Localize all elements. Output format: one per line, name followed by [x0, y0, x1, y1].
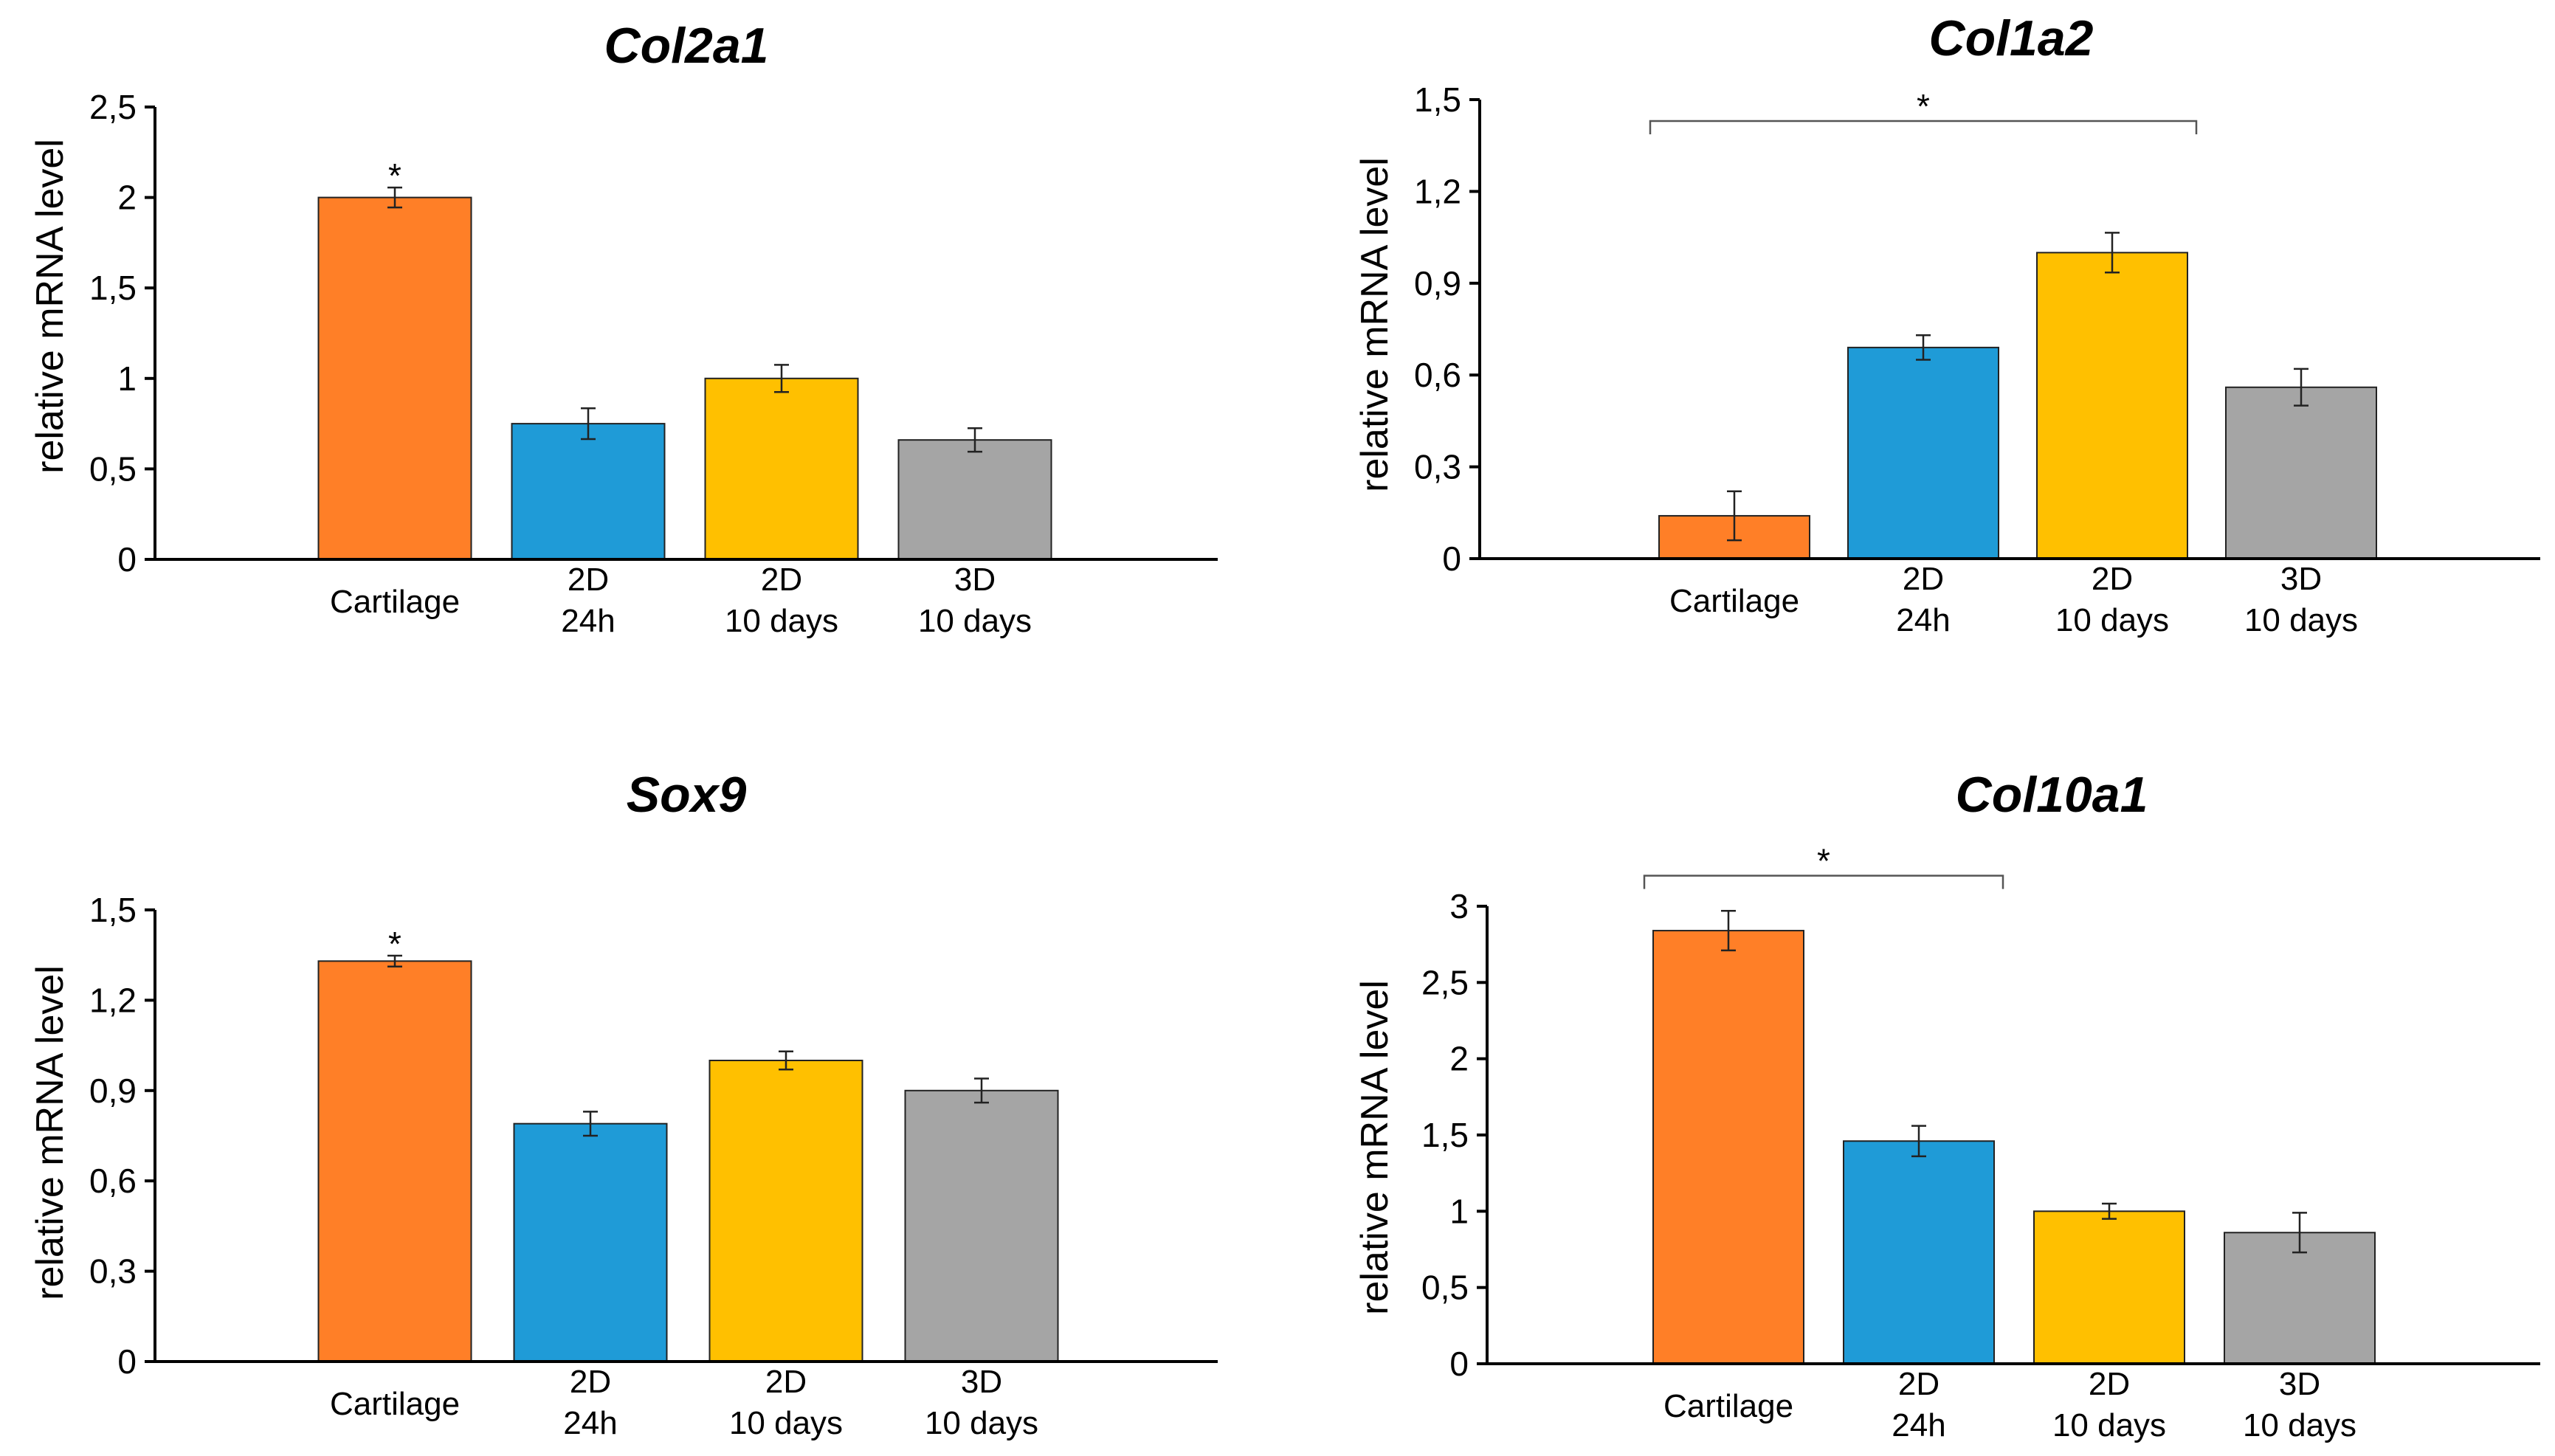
bar	[708, 1060, 863, 1362]
chart-title: Col10a1	[1956, 767, 2148, 823]
y-tick-label: 0	[117, 540, 137, 579]
category-label: 10 days	[2244, 602, 2358, 638]
category-label: 2D	[2089, 1366, 2130, 1402]
y-tick-label: 0,6	[1414, 356, 1461, 394]
significance-star: *	[1817, 842, 1830, 880]
category-label: 24h	[563, 1405, 617, 1441]
y-tick-label: 0,5	[89, 449, 137, 488]
plot-area: 0 0,5 1 1,5 2 2,5 Cartilage 2D 24h 2D 10 days 3D 10 …	[89, 88, 1218, 639]
y-tick-label: 2,5	[89, 88, 137, 126]
category-label: 10 days	[729, 1405, 843, 1441]
y-tick-label: 0	[117, 1342, 137, 1381]
y-tick-label: 0,3	[1414, 448, 1461, 486]
y-tick-label: 1,5	[89, 269, 137, 307]
bar	[317, 960, 472, 1362]
category-label: 2D	[765, 1364, 807, 1400]
category-label: 10 days	[2055, 602, 2169, 638]
category-label: 2D	[568, 562, 609, 598]
y-tick-label: 0,9	[1414, 264, 1461, 303]
y-tick-label: 1,2	[89, 981, 137, 1019]
bar	[2033, 1210, 2185, 1365]
y-tick-label: 0,5	[1421, 1269, 1469, 1307]
bar	[904, 1089, 1059, 1363]
chart-panel-sox9: Sox9 relative mRNA level 0 0,3 0,6 0,9 1,2 1,…	[29, 767, 1218, 1441]
category-label: 10 days	[725, 603, 838, 639]
bar	[2036, 252, 2188, 559]
y-axis-label: relative mRNA level	[1354, 980, 1396, 1315]
y-tick-label: 1,5	[1414, 80, 1461, 119]
category-label: 2D	[1903, 561, 1944, 597]
category-label: 24h	[561, 603, 615, 639]
plot-area: 0 0,3 0,6 0,9 1,2 1,5 Cartilage 2D 24h 2D 10 days 3…	[89, 891, 1218, 1441]
y-tick-label: 1	[117, 359, 137, 398]
category-label: 3D	[954, 562, 996, 598]
y-tick-label: 2	[1449, 1040, 1469, 1078]
category-label: 2D	[2092, 561, 2133, 597]
category-label: 10 days	[925, 1405, 1038, 1441]
category-label: 2D	[1898, 1366, 1939, 1402]
category-label: 10 days	[2243, 1407, 2356, 1443]
significance-bracket	[1643, 874, 2004, 889]
bar	[1847, 346, 1999, 559]
y-tick-label: 0,3	[89, 1252, 137, 1291]
category-label: 10 days	[2052, 1407, 2166, 1443]
bar	[317, 196, 472, 560]
bar	[897, 439, 1052, 561]
category-label: 24h	[1896, 602, 1950, 638]
category-label: 2D	[570, 1364, 611, 1400]
y-tick-label: 0,9	[89, 1072, 137, 1110]
bar	[1652, 930, 1804, 1364]
category-label: 3D	[2279, 1366, 2320, 1402]
bar	[513, 1122, 668, 1363]
category-label: 3D	[2280, 561, 2322, 597]
y-tick-label: 1,5	[1421, 1116, 1469, 1154]
y-axis-label: relative mRNA level	[29, 965, 72, 1300]
y-tick-label: 2,5	[1421, 963, 1469, 1001]
y-axis-label: relative mRNA level	[29, 139, 72, 474]
y-tick-label: 1,5	[89, 891, 137, 929]
chart-panel-col2a1: Col2a1 relative mRNA level 0 0,5 1 1,5 2 2,5 C…	[29, 18, 1218, 639]
y-tick-label: 1,2	[1414, 172, 1461, 210]
y-tick-label: 0	[1449, 1345, 1469, 1383]
category-label: Cartilage	[330, 1386, 460, 1422]
category-label: 10 days	[918, 603, 1032, 639]
y-tick-label: 0	[1442, 539, 1461, 578]
bar	[2225, 386, 2377, 560]
chart-title: Sox9	[627, 767, 747, 823]
category-label: 2D	[761, 562, 802, 598]
category-label: Cartilage	[1669, 583, 1799, 619]
significance-bracket	[1649, 120, 2198, 135]
y-tick-label: 2	[117, 179, 137, 217]
bar	[704, 377, 859, 560]
chart-title: Col2a1	[604, 18, 769, 74]
significance-star: *	[388, 156, 401, 195]
category-label: 24h	[1892, 1407, 1945, 1443]
significance-star: *	[388, 925, 401, 963]
plot-area: 0 0,5 1 1,5 2 2,5 3 Cartilage 2D 24h 2D 10 days 3D 10…	[1421, 842, 2540, 1443]
bar	[2224, 1232, 2376, 1365]
chart-title: Col1a2	[1929, 10, 2094, 66]
significance-star: *	[1917, 87, 1930, 125]
bar	[1843, 1140, 1995, 1365]
bar	[511, 423, 666, 560]
y-tick-label: 0,6	[89, 1162, 137, 1200]
chart-panel-col10a1: Col10a1 relative mRNA level 0 0,5 1 1,5 2 2,5…	[1354, 767, 2540, 1443]
category-label: 3D	[961, 1364, 1002, 1400]
category-label: Cartilage	[330, 584, 460, 620]
y-axis-label: relative mRNA level	[1354, 157, 1396, 492]
category-label: Cartilage	[1663, 1388, 1793, 1424]
chart-panel-col1a2: Col1a2 relative mRNA level 0 0,3 0,6 0,9 1,2…	[1354, 10, 2540, 638]
y-tick-label: 1	[1449, 1192, 1469, 1230]
y-tick-label: 3	[1449, 887, 1469, 925]
plot-area: 0 0,3 0,6 0,9 1,2 1,5 Cartilage 2D 24h 2D 10 days 3…	[1414, 80, 2540, 638]
